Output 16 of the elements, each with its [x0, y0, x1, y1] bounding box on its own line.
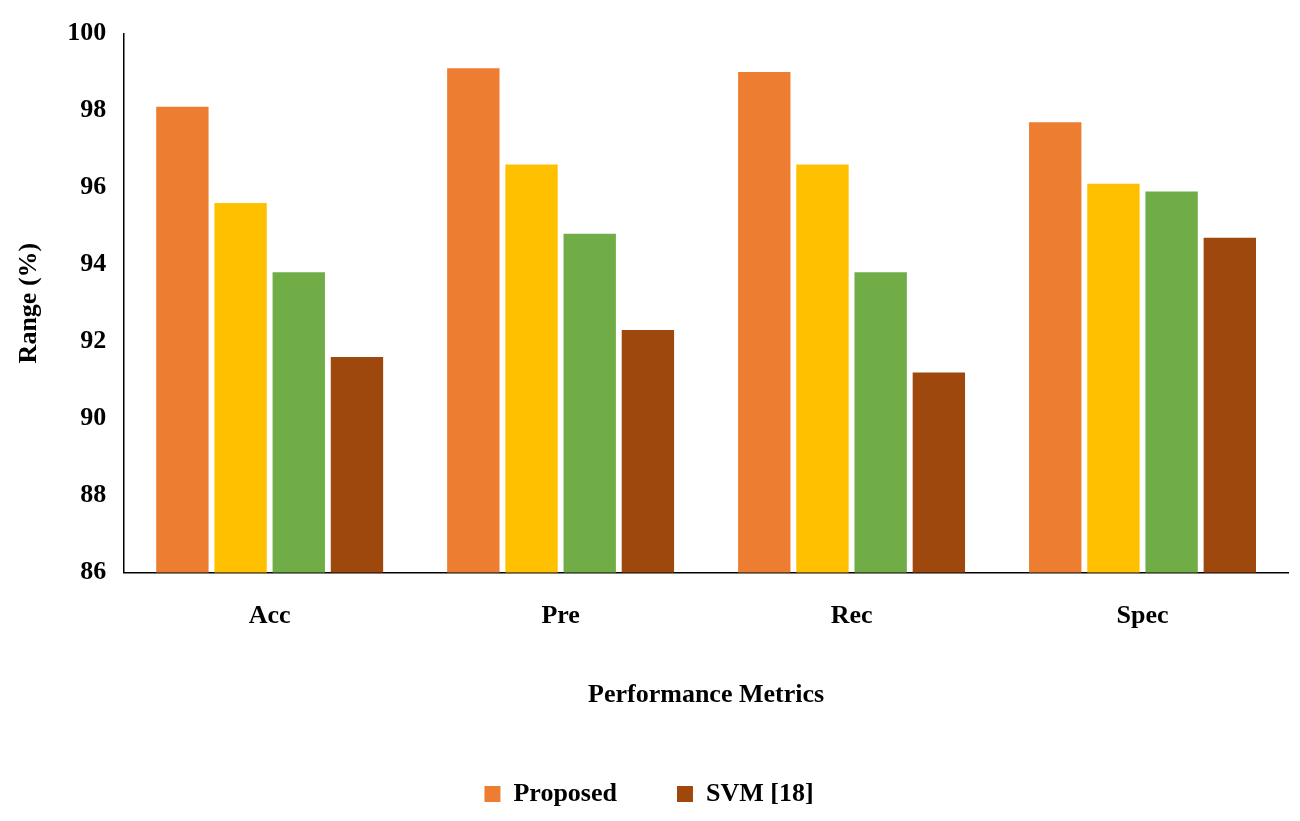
- y-tick-label: 96: [80, 171, 107, 201]
- y-tick-label: 88: [80, 479, 107, 509]
- x-tick-label: Acc: [248, 599, 291, 629]
- y-tick-label: 90: [80, 402, 107, 432]
- x-tick-label: Pre: [541, 599, 580, 629]
- legend-label: SVM [18]: [705, 777, 814, 807]
- y-tick-label: 100: [67, 17, 107, 47]
- y-tick-label: 98: [80, 94, 107, 124]
- y-tick-label: 86: [80, 556, 107, 586]
- y-tick-label: 92: [80, 325, 107, 355]
- x-axis-title: Performance Metrics: [588, 679, 825, 709]
- x-tick-label: Spec: [1116, 599, 1169, 629]
- legend-label: Proposed: [513, 777, 618, 807]
- y-tick-label: 94: [80, 248, 107, 278]
- y-axis-title: Range (%): [13, 242, 43, 364]
- x-tick-label: Rec: [830, 599, 873, 629]
